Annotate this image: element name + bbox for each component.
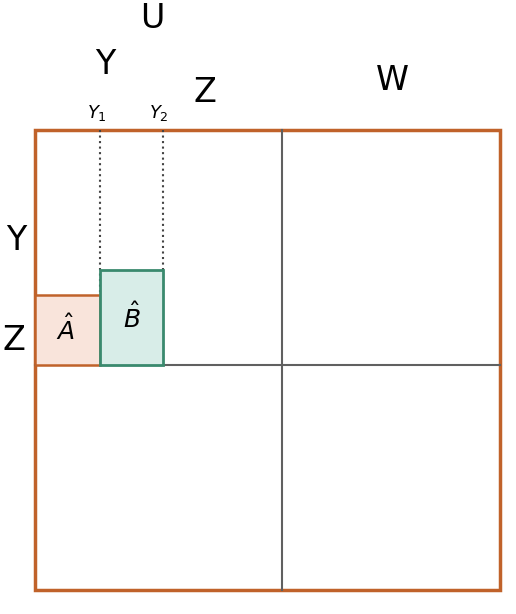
Text: $Y_2$: $Y_2$ xyxy=(149,103,169,123)
Bar xyxy=(35,295,100,365)
Text: Z: Z xyxy=(3,324,25,357)
Text: $\hat{B}$: $\hat{B}$ xyxy=(123,303,141,333)
Text: $Y_1$: $Y_1$ xyxy=(87,103,107,123)
Bar xyxy=(100,270,163,365)
Bar xyxy=(35,130,500,590)
Text: Y: Y xyxy=(6,223,26,257)
Text: W: W xyxy=(376,63,409,96)
Text: Y: Y xyxy=(95,49,115,82)
Text: U: U xyxy=(140,1,164,34)
Text: Z: Z xyxy=(194,76,216,109)
Text: $\hat{A}$: $\hat{A}$ xyxy=(56,315,74,345)
